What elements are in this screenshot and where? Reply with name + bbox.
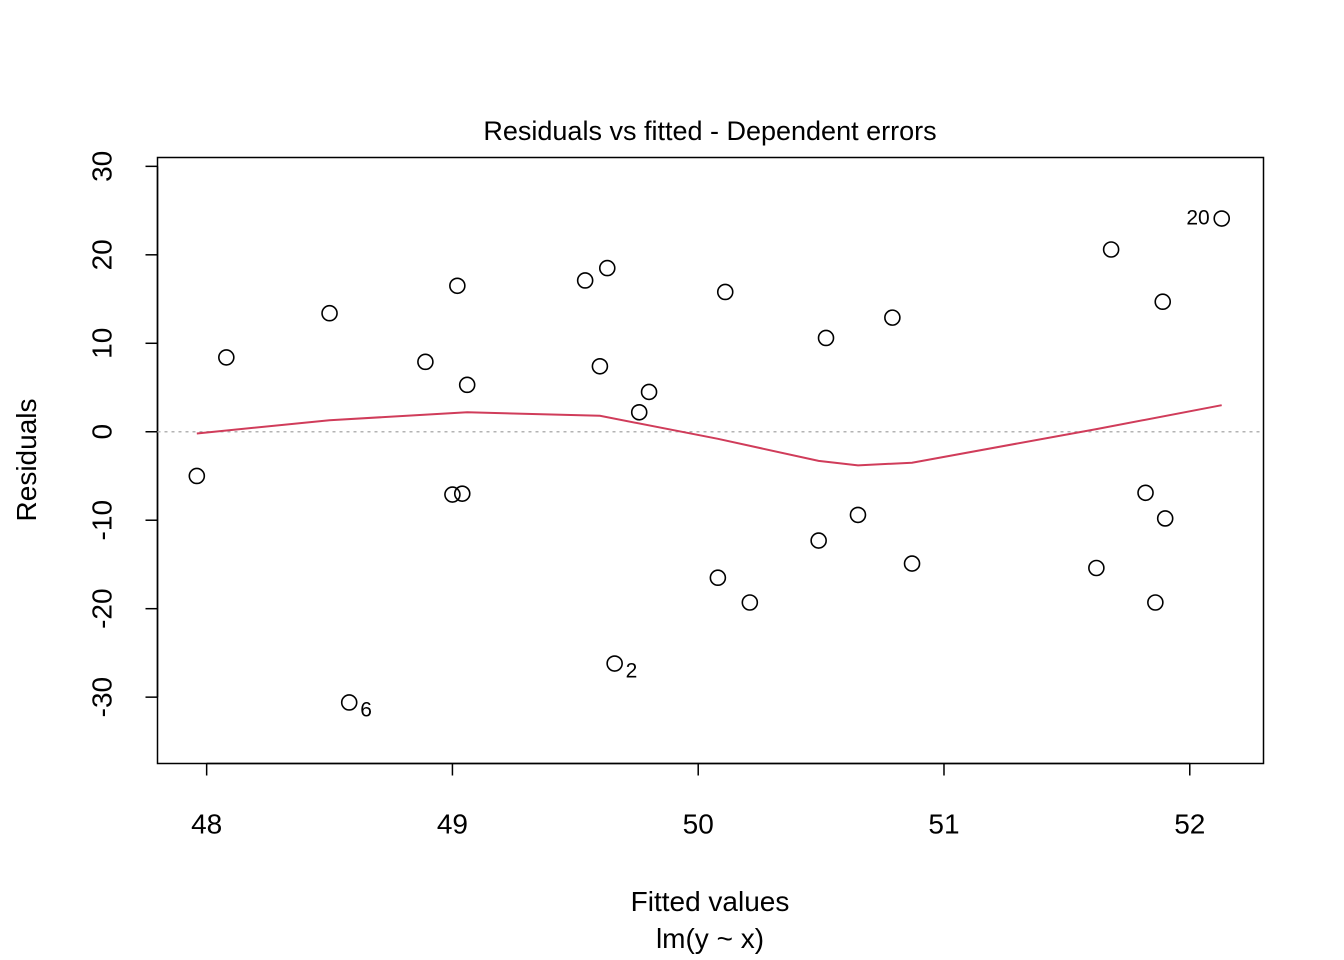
data-point [1102, 241, 1120, 258]
data-point [1088, 559, 1105, 577]
y-axis-label: Residuals [11, 399, 42, 522]
x-tick-label: 50 [683, 809, 714, 840]
data-point [709, 569, 727, 587]
smoother-line-group [196, 404, 1222, 467]
x-axis-label: Fitted values [631, 886, 790, 917]
data-point [640, 383, 658, 401]
data-point [903, 555, 921, 572]
x-tick-label: 51 [928, 809, 959, 840]
residual-points: 6 2 20 [188, 207, 1231, 721]
smoother-line [196, 404, 1222, 467]
data-point [817, 329, 835, 347]
plot-area [156, 156, 1265, 765]
data-point [849, 506, 867, 524]
data-point [458, 376, 476, 394]
data-point [576, 272, 594, 289]
point-label: 2 [626, 660, 638, 683]
data-point [444, 486, 461, 503]
data-point [340, 694, 358, 711]
data-point [1147, 594, 1164, 611]
data-point [598, 259, 616, 277]
data-point [810, 532, 827, 549]
data-point [1154, 293, 1172, 311]
x-axis: 48 49 50 51 52 [191, 762, 1205, 840]
data-point [884, 309, 901, 326]
data-point [1156, 510, 1174, 527]
y-tick-label: 0 [87, 424, 118, 440]
y-tick-label: -10 [87, 500, 118, 540]
data-point [449, 277, 466, 295]
data-point [1213, 210, 1231, 227]
data-point [591, 357, 609, 375]
data-point [1137, 484, 1154, 502]
data-point [218, 349, 235, 366]
x-tick-label: 49 [437, 809, 468, 840]
y-tick-label: 30 [87, 151, 118, 182]
point-label: 20 [1186, 207, 1209, 230]
y-axis: -30 -20 -10 0 10 20 30 [87, 151, 159, 717]
data-point [716, 283, 734, 301]
data-point [741, 594, 759, 611]
data-point [188, 467, 206, 485]
y-tick-label: 10 [87, 328, 118, 359]
chart-title: Residuals vs fitted - Dependent errors [483, 116, 936, 146]
x-tick-label: 48 [191, 809, 222, 840]
data-point [321, 304, 338, 322]
data-point [630, 403, 648, 421]
y-tick-label: 20 [87, 239, 118, 270]
point-label: 6 [360, 698, 372, 721]
data-point [453, 485, 471, 502]
data-point [606, 655, 623, 672]
y-tick-label: -20 [87, 588, 118, 628]
x-tick-label: 52 [1174, 809, 1205, 840]
model-formula-label: lm(y ~ x) [656, 923, 764, 954]
data-point [417, 353, 434, 371]
y-tick-label: -30 [87, 677, 118, 717]
